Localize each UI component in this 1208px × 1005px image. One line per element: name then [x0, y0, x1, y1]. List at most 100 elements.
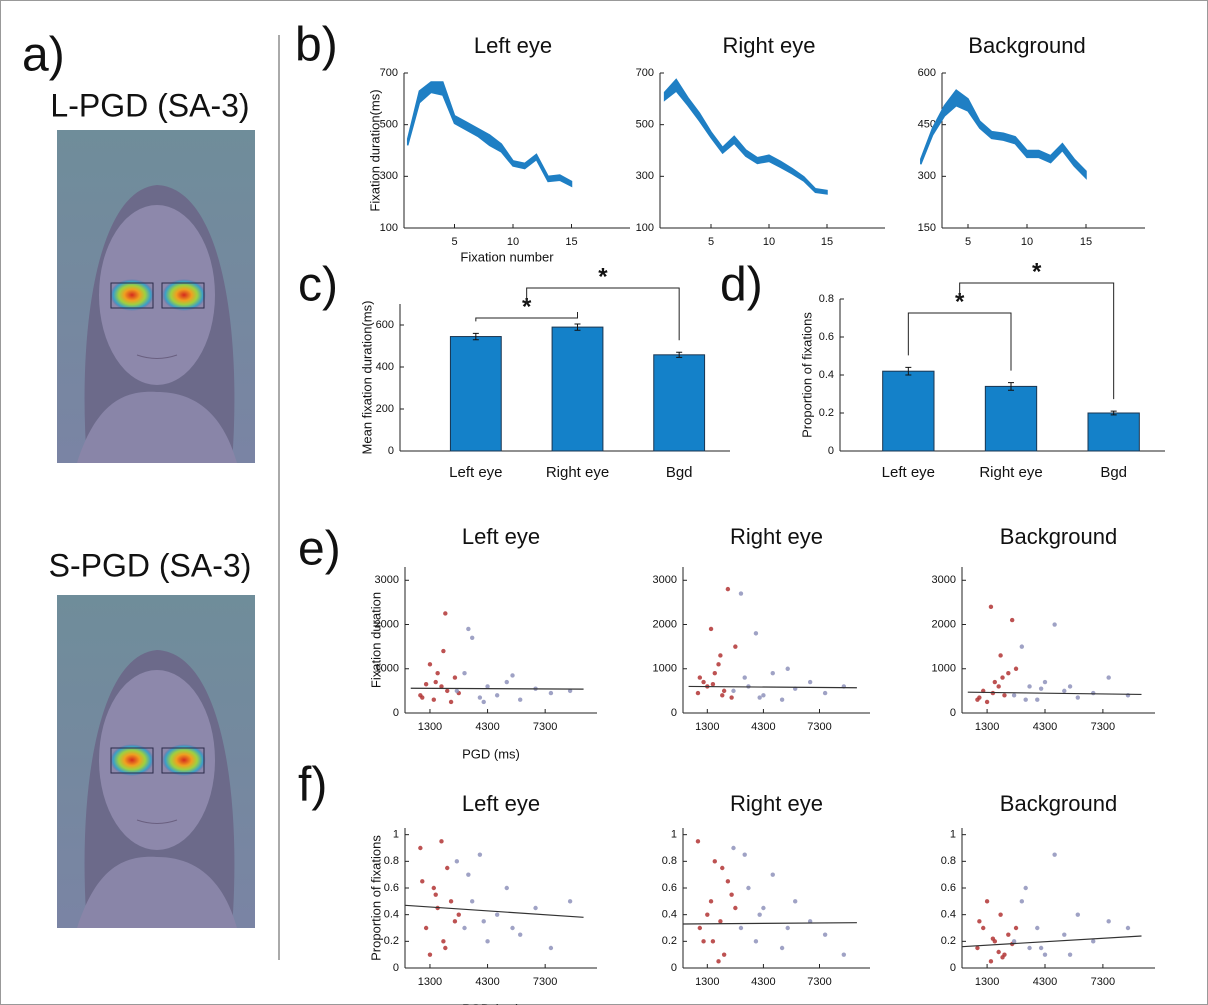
chart-title: Background [1000, 791, 1117, 816]
panel-label: a) [22, 29, 65, 82]
point [984, 899, 990, 904]
point [716, 959, 721, 964]
condition-label: S-PGD (SA-3) [49, 547, 252, 583]
x-tick-label: 4300 [475, 976, 499, 988]
point [452, 919, 458, 924]
point [725, 879, 731, 884]
point [1011, 939, 1017, 944]
point [1106, 919, 1111, 924]
error-bar [905, 366, 912, 376]
point [807, 679, 813, 685]
point [977, 919, 982, 924]
y-tick-label: 3000 [653, 574, 677, 586]
x-tick-label: 10 [1021, 236, 1033, 248]
point [452, 675, 458, 680]
point [779, 697, 785, 702]
point [420, 695, 425, 700]
point [695, 690, 701, 696]
x-tick-label: 5 [451, 236, 457, 248]
significance-bracket [475, 311, 578, 322]
bar [653, 354, 706, 452]
point [466, 872, 471, 877]
point [721, 688, 727, 694]
y-tick-label: 0 [393, 962, 399, 974]
bar [1087, 412, 1140, 452]
x-axis-label: PGD (ms) [462, 746, 520, 761]
y-tick-label: 0.4 [384, 909, 399, 921]
x-tick-label: Left eye [882, 464, 935, 481]
y-tick-label: 0 [388, 445, 394, 457]
y-tick-label: 150 [918, 222, 936, 234]
x-tick-label: 7300 [807, 976, 831, 988]
y-tick-label: 0 [950, 707, 956, 719]
point [770, 872, 775, 877]
x-tick-label: 4300 [751, 721, 775, 733]
y-tick-label: 450 [918, 119, 936, 131]
point [456, 912, 461, 917]
y-tick-label: 2000 [375, 618, 399, 630]
point [1006, 670, 1011, 676]
y-tick-label: 500 [380, 119, 398, 131]
point [695, 839, 701, 844]
point [1035, 925, 1040, 931]
y-axis-label: Proportion of fixations [368, 835, 383, 961]
panel-label: f) [298, 759, 327, 812]
y-tick-label: 300 [918, 170, 936, 182]
y-tick-label: 0 [671, 707, 677, 719]
point [510, 673, 515, 678]
point [1006, 932, 1011, 937]
band [406, 81, 573, 188]
point [992, 679, 998, 685]
x-tick-label: 1300 [418, 721, 442, 733]
x-tick-label: 5 [708, 236, 714, 248]
point [988, 604, 994, 610]
face-image [56, 129, 256, 464]
bar [984, 385, 1038, 452]
condition-label: L-PGD (SA-3) [50, 87, 249, 123]
x-tick-label: Left eye [449, 464, 502, 481]
point [518, 932, 523, 937]
trend-line [404, 904, 584, 918]
y-tick-label: 600 [376, 319, 394, 331]
point [996, 684, 1001, 689]
y-tick-label: 0.4 [662, 909, 677, 921]
point [746, 885, 751, 891]
point [742, 675, 747, 680]
point [443, 945, 448, 951]
y-tick-label: 0.8 [819, 293, 834, 305]
y-tick-label: 0.8 [384, 855, 399, 867]
point [485, 684, 490, 689]
point [454, 859, 460, 864]
point [998, 653, 1003, 658]
point [720, 865, 725, 871]
trend-line [961, 935, 1142, 948]
y-tick-label: 700 [380, 67, 398, 79]
significance-bracket [526, 287, 680, 341]
y-tick-label: 200 [376, 403, 394, 415]
bar [551, 326, 604, 452]
point [977, 695, 982, 700]
point [785, 925, 790, 931]
point [433, 892, 438, 897]
point [757, 695, 762, 700]
point [418, 845, 423, 851]
significance-label: * [598, 263, 608, 290]
point [510, 925, 515, 931]
point [733, 644, 738, 649]
y-tick-label: 1 [671, 829, 677, 841]
x-tick-label: 1300 [695, 721, 719, 733]
y-tick-label: 0 [393, 707, 399, 719]
y-tick-label: 300 [380, 170, 398, 182]
point [1000, 675, 1005, 680]
x-tick-label: 7300 [807, 721, 831, 733]
point [423, 682, 429, 687]
significance-label: * [1032, 258, 1042, 285]
y-tick-label: 0 [828, 445, 834, 457]
x-axis-label: PGD (ms) [462, 1001, 520, 1005]
error-bar [574, 323, 581, 331]
y-tick-label: 1000 [375, 663, 399, 675]
trend-line [682, 922, 857, 925]
y-tick-label: 0.2 [662, 935, 677, 947]
y-tick-label: 2000 [653, 618, 677, 630]
